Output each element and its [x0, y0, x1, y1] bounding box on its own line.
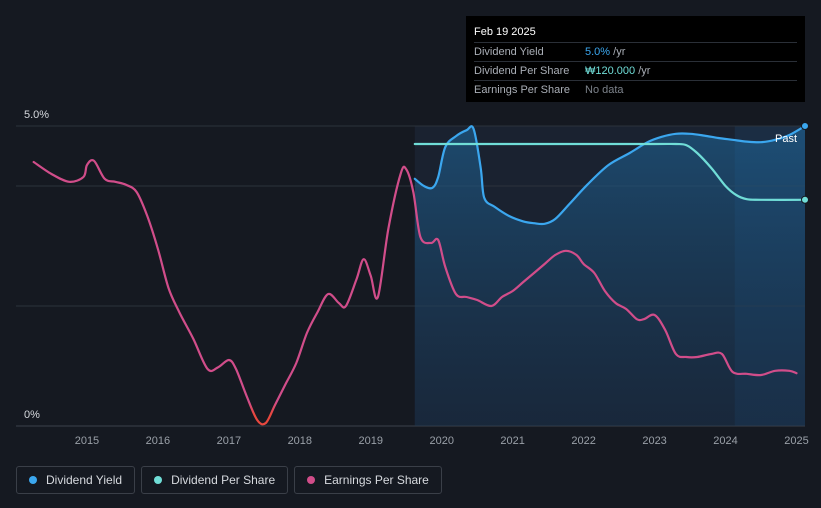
tooltip-label: Earnings Per Share: [474, 84, 570, 96]
legend-item-dividend-yield[interactable]: Dividend Yield: [16, 466, 136, 494]
past-label: Past: [775, 133, 797, 145]
tooltip-date: Feb 19 2025: [474, 26, 536, 38]
tooltip-row-dividend-per-share: Dividend Per Share ₩120.000 /yr: [474, 61, 797, 80]
legend-dot-icon: [154, 476, 163, 484]
x-tick-label: 2025: [784, 435, 808, 447]
x-tick-label: 2024: [713, 435, 737, 447]
x-tick-label: 2019: [359, 435, 383, 447]
tooltip-value: ₩120.000 /yr: [585, 65, 651, 77]
dividend-per-share-line: [413, 142, 807, 201]
x-tick-label: 2015: [75, 435, 99, 447]
y-axis-bottom-label: 0%: [24, 409, 40, 421]
legend-dot-icon: [307, 476, 316, 484]
legend-dot-icon: [29, 476, 37, 484]
dividend-yield-line: [413, 124, 807, 226]
tooltip-row-dividend-yield: Dividend Yield 5.0% /yr: [474, 42, 797, 61]
chart-legend: Dividend Yield Dividend Per Share Earnin…: [16, 466, 442, 494]
x-tick-label: 2021: [500, 435, 524, 447]
dividend-yield-end-marker: [801, 122, 809, 130]
tooltip-label: Dividend Per Share: [474, 65, 570, 77]
y-axis-top-label: 5.0%: [24, 109, 49, 121]
x-tick-label: 2022: [571, 435, 595, 447]
legend-item-earnings-per-share[interactable]: Earnings Per Share: [294, 466, 442, 494]
tooltip-row-earnings-per-share: Earnings Per Share No data: [474, 80, 797, 99]
legend-item-dividend-per-share[interactable]: Dividend Per Share: [141, 466, 289, 494]
legend-label: Earnings Per Share: [324, 473, 429, 487]
x-tick-label: 2016: [146, 435, 170, 447]
legend-label: Dividend Per Share: [171, 473, 276, 487]
dividend-per-share-end-marker: [801, 195, 809, 204]
earnings-per-share-line: [32, 159, 798, 426]
x-tick-label: 2017: [217, 435, 241, 447]
x-tick-label: 2023: [642, 435, 666, 447]
legend-label: Dividend Yield: [46, 473, 123, 487]
chart-tooltip: Feb 19 2025 Dividend Yield 5.0% /yr Divi…: [466, 16, 805, 102]
dividend-yield-area: [414, 126, 805, 426]
x-tick-label: 2020: [429, 435, 453, 447]
tooltip-value: 5.0% /yr: [585, 46, 626, 58]
x-tick-label: 2018: [288, 435, 312, 447]
tooltip-label: Dividend Yield: [474, 46, 544, 58]
tooltip-value: No data: [585, 84, 624, 96]
